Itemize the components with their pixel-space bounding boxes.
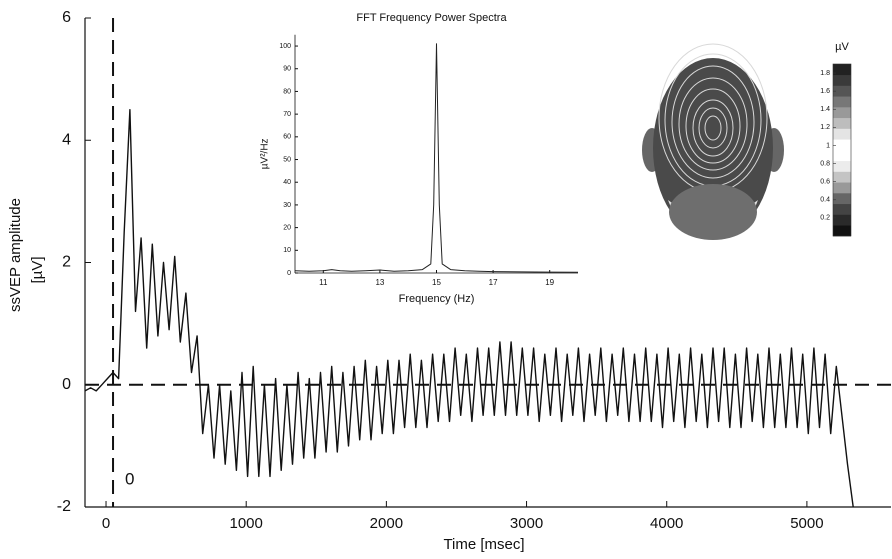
- y-tick-label: 30: [283, 202, 291, 209]
- x-tick-label: 1000: [230, 515, 263, 532]
- x-tick-label: 2000: [370, 515, 403, 532]
- colorbar-tick-label: 1: [826, 142, 830, 149]
- y-tick-label: 4: [62, 131, 71, 148]
- x-tick-label: 0: [102, 515, 110, 532]
- colorbar-band: [833, 139, 851, 151]
- y-tick-label: 80: [283, 88, 291, 95]
- colorbar-tick-label: 1.8: [820, 70, 830, 77]
- colorbar-band: [833, 160, 851, 172]
- colorbar-band: [833, 85, 851, 97]
- y-tick-label: -2: [57, 498, 71, 515]
- y-tick-label: 0: [62, 376, 71, 393]
- y-tick-label: 90: [283, 66, 291, 73]
- y-tick-label: 100: [279, 43, 291, 50]
- colorbar-band: [833, 74, 851, 86]
- x-tick-label: 19: [545, 278, 554, 287]
- colorbar-band: [833, 64, 851, 76]
- chart-title: FFT Frequency Power Spectra: [356, 12, 507, 24]
- neck: [669, 184, 757, 240]
- x-tick-label: 4000: [650, 515, 683, 532]
- y-tick-label: 60: [283, 134, 291, 141]
- y-tick-label: 70: [283, 111, 291, 118]
- x-tick-label: 3000: [510, 515, 543, 532]
- colorbar-tick-label: 1.2: [820, 124, 830, 131]
- x-tick-label: 13: [375, 278, 384, 287]
- y-tick-label: 0: [287, 270, 291, 277]
- onset-label: 0: [125, 469, 134, 488]
- x-axis-label: Time [msec]: [443, 536, 524, 553]
- y-axis-label: µV²/Hz: [260, 138, 271, 169]
- colorbar-band: [833, 225, 851, 237]
- colorbar-band: [833, 128, 851, 140]
- colorbar-frame: [832, 63, 852, 237]
- colorbar-tick-label: 0.4: [820, 197, 830, 204]
- contours: [658, 43, 768, 193]
- colorbar-tick-label: 1.4: [820, 106, 830, 113]
- x-axis-label: Frequency (Hz): [399, 293, 475, 305]
- x-tick-label: 17: [489, 278, 498, 287]
- head-topography: [642, 43, 784, 240]
- x-tick-label: 15: [432, 278, 441, 287]
- colorbar-title: µV: [835, 41, 849, 53]
- y-tick-label: 50: [283, 156, 291, 163]
- colorbar-band: [833, 107, 851, 119]
- x-tick-label: 11: [319, 278, 328, 287]
- colorbar-band: [833, 193, 851, 205]
- colorbar-band: [833, 171, 851, 183]
- y-tick-label: 40: [283, 179, 291, 186]
- colorbar-tick-label: 0.8: [820, 160, 830, 167]
- colorbar-tick-label: 0.6: [820, 179, 830, 186]
- x-tick-label: 5000: [790, 515, 823, 532]
- y-tick-label: 2: [62, 254, 71, 271]
- data-line: [294, 43, 579, 273]
- y-axis-label: ssVEP amplitude: [7, 198, 24, 312]
- colorbar-tick-label: 0.2: [820, 215, 830, 222]
- colorbar-tick-label: 1.6: [820, 88, 830, 95]
- y-tick-label: 6: [62, 9, 71, 26]
- colorbar-band: [833, 182, 851, 194]
- data-line: [84, 109, 854, 508]
- colorbar-band: [833, 214, 851, 226]
- y-tick-label: 10: [283, 247, 291, 254]
- colorbar-band: [833, 150, 851, 162]
- y-axis-label: [µV]: [29, 257, 46, 284]
- colorbar-band: [833, 96, 851, 108]
- colorbar-band: [833, 203, 851, 215]
- y-tick-label: 20: [283, 224, 291, 231]
- colorbar-band: [833, 117, 851, 129]
